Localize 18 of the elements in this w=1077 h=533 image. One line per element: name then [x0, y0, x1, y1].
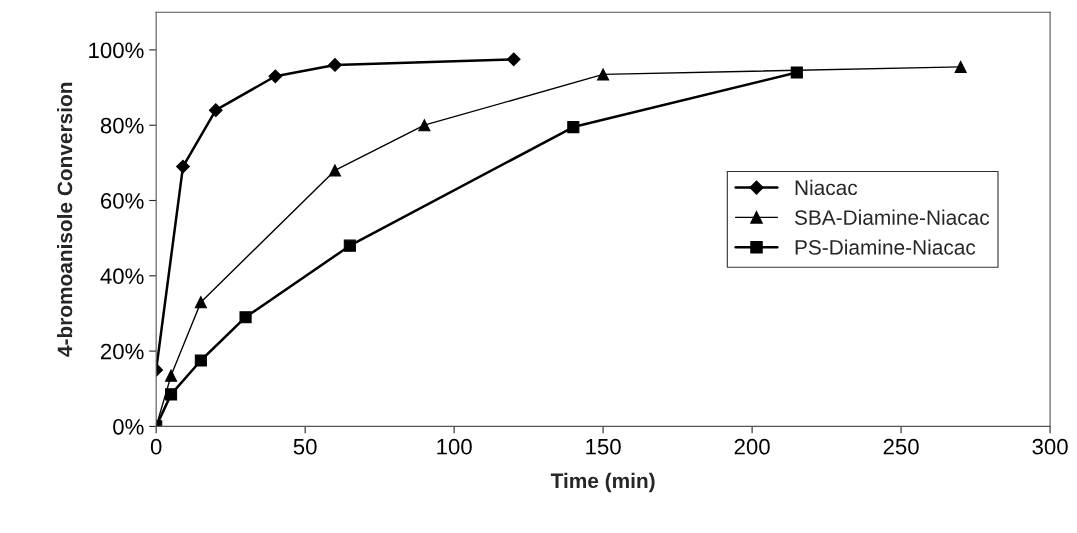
x-tick-label: 100 [437, 438, 472, 455]
y-axis-title: 4-bromoanisole Conversion [56, 82, 73, 357]
x-tick-label: 0 [150, 438, 162, 455]
y-tick-label: 100% [89, 42, 144, 59]
y-tick-label: 0% [113, 418, 144, 435]
legend-label: SBA-Diamine-Niacac [794, 209, 990, 225]
y-tick-label: 80% [100, 117, 144, 134]
x-axis-title: Time (min) [550, 472, 655, 493]
x-tick-label: 300 [1032, 438, 1068, 455]
x-tick-label: 50 [293, 438, 317, 455]
x-tick-label: 200 [734, 438, 770, 455]
x-tick-label: 150 [586, 438, 621, 455]
x-tick-label: 250 [883, 438, 919, 455]
y-tick-label: 20% [101, 343, 144, 360]
legend-label: PS-Diamine-Niacac [795, 239, 976, 255]
y-tick-label: 60% [101, 193, 144, 209]
legend-label: Niacac [795, 179, 858, 196]
y-tick-label: 40% [100, 268, 144, 285]
